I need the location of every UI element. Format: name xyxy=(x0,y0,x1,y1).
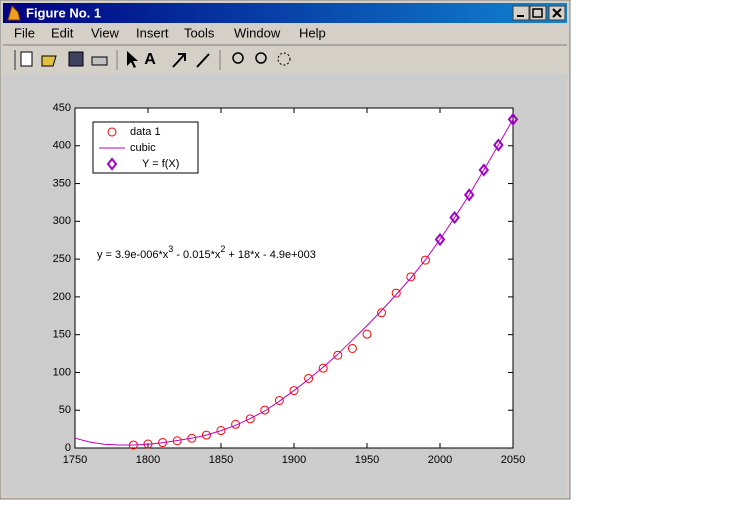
menu-item[interactable]: Help xyxy=(299,25,326,40)
equation: y = 3.9e-006*x3 - 0.015*x2 + 18*x - 4.9e… xyxy=(97,244,316,261)
point xyxy=(260,405,270,415)
point xyxy=(391,288,401,298)
y-tick-label: 100 xyxy=(53,366,71,378)
point xyxy=(420,255,430,265)
menu-item[interactable]: Window xyxy=(234,25,281,40)
legend-label: Y = f(X) xyxy=(130,158,179,170)
legend-marker xyxy=(106,157,118,171)
plot: 1750 1800 1850 1900 1950 2000 2050 0 50 100 150 200… xyxy=(53,102,526,466)
select-button[interactable] xyxy=(127,51,138,68)
y-tick-label: 350 xyxy=(53,177,71,189)
save-button[interactable] xyxy=(68,51,84,67)
app-icon xyxy=(7,5,21,21)
x-tick-label: 1800 xyxy=(136,454,160,466)
menu-item[interactable]: Edit xyxy=(51,25,74,40)
point xyxy=(245,414,255,424)
y-tick-label: 50 xyxy=(59,404,71,416)
point xyxy=(187,433,197,443)
icon xyxy=(552,8,562,18)
point xyxy=(274,395,284,405)
y-tick-label: 0 xyxy=(65,442,71,454)
point xyxy=(318,363,328,373)
y-tick-label: 200 xyxy=(53,291,71,303)
equation-part: y = 3.9e-006*x xyxy=(97,249,169,261)
open-button[interactable] xyxy=(41,55,57,67)
point xyxy=(478,163,490,177)
y-tick-label: 150 xyxy=(53,329,71,341)
x-tick-label: 2000 xyxy=(428,454,452,466)
line-button[interactable] xyxy=(196,53,210,68)
point xyxy=(507,112,519,126)
point xyxy=(216,426,226,436)
menu-item[interactable]: File xyxy=(14,25,35,40)
point xyxy=(406,272,416,282)
x-tick-label: 1850 xyxy=(209,454,233,466)
point xyxy=(377,308,387,318)
minimize-button[interactable] xyxy=(512,5,530,21)
grip xyxy=(14,50,16,70)
point xyxy=(333,350,343,360)
legend-label: data 1 xyxy=(130,126,161,138)
arrow-button[interactable] xyxy=(172,53,186,68)
point xyxy=(362,329,372,339)
menu-item[interactable]: View xyxy=(91,25,120,40)
y-tick-label: 400 xyxy=(53,140,71,152)
equation-part: + 18*x - 4.9e+003 xyxy=(225,249,316,261)
menu-bar: File Edit View Insert Tools Window Help xyxy=(14,25,326,40)
print-button[interactable] xyxy=(91,56,108,66)
text-button[interactable]: A xyxy=(144,51,156,68)
y-tick-label: 450 xyxy=(53,102,71,114)
toolbar: A xyxy=(14,50,291,70)
legend-label: cubic xyxy=(130,142,156,154)
point xyxy=(231,419,241,429)
x-tick-label: 1750 xyxy=(63,454,87,466)
menu-item[interactable]: Insert xyxy=(136,25,169,40)
point xyxy=(304,373,314,383)
window-title: Figure No. 1 xyxy=(26,5,101,20)
point xyxy=(201,430,211,440)
point xyxy=(434,232,446,247)
rotate-button[interactable] xyxy=(277,52,291,66)
x-tick-label: 1950 xyxy=(355,454,379,466)
title-bar xyxy=(3,3,567,23)
zoom-out-button[interactable] xyxy=(255,52,267,64)
point xyxy=(493,138,504,152)
equation-part: - 0.015*x xyxy=(173,249,221,261)
equation-part: 2 xyxy=(220,244,225,254)
new-button[interactable] xyxy=(20,51,33,67)
line xyxy=(74,119,514,446)
equation-part: 3 xyxy=(168,244,173,254)
window-buttons[interactable] xyxy=(512,5,566,21)
zoom-in-button[interactable] xyxy=(232,52,244,64)
x-tick-label: 2050 xyxy=(501,454,525,466)
y-tick-label: 300 xyxy=(53,215,71,227)
point xyxy=(449,210,460,225)
y-tick-label: 250 xyxy=(53,253,71,265)
legend-marker xyxy=(107,127,117,137)
x-tick-label: 1900 xyxy=(282,454,306,466)
point xyxy=(347,343,357,353)
menu-item[interactable]: Tools xyxy=(184,25,215,40)
point xyxy=(463,188,475,202)
icon xyxy=(532,8,543,18)
point xyxy=(289,386,299,396)
